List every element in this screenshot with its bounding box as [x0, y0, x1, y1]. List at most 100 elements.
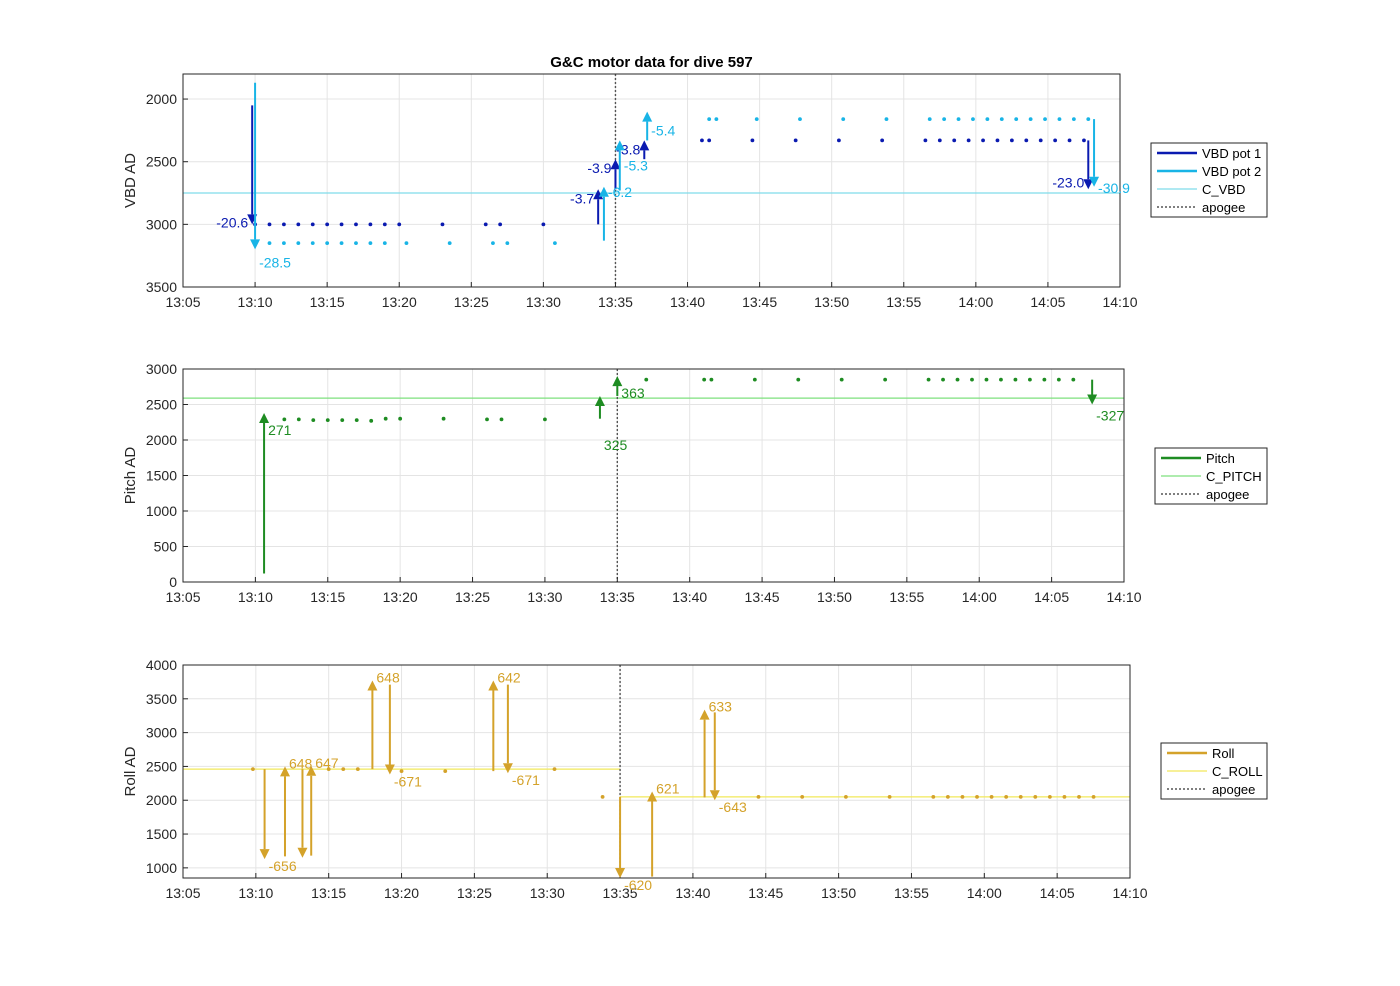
- data-point: [600, 794, 605, 799]
- y-tick-label: 3500: [146, 691, 177, 707]
- move-label: -6.2: [608, 184, 632, 200]
- data-point: [707, 117, 712, 122]
- y-tick-label: 1500: [146, 826, 177, 842]
- move-label: -5.3: [624, 157, 648, 173]
- data-point: [1053, 138, 1058, 143]
- move-arrow-head: [250, 239, 261, 250]
- move-label: 648: [289, 755, 313, 771]
- x-tick-label: 13:25: [454, 294, 489, 310]
- y-tick-label: 2500: [146, 154, 177, 170]
- data-point: [1047, 794, 1052, 799]
- data-point: [267, 222, 272, 227]
- data-point: [326, 767, 331, 772]
- move-arrow-head: [593, 189, 604, 200]
- data-point: [955, 377, 960, 382]
- data-point: [999, 117, 1004, 122]
- data-point: [927, 117, 932, 122]
- data-point: [491, 241, 495, 246]
- data-point: [966, 138, 971, 143]
- x-tick-label: 13:15: [310, 589, 345, 605]
- x-tick-label: 13:40: [675, 885, 710, 901]
- x-tick-label: 13:50: [821, 885, 856, 901]
- legend-entry: C_PITCH: [1206, 469, 1262, 484]
- axes-box: [182, 664, 1131, 879]
- data-point: [553, 241, 557, 246]
- data-point: [354, 222, 358, 227]
- data-point: [311, 418, 316, 423]
- data-point: [700, 138, 704, 143]
- data-point: [1018, 794, 1023, 799]
- data-point: [937, 138, 942, 143]
- move-label: -3.9: [587, 160, 611, 176]
- move-label: -3.7: [570, 190, 594, 206]
- data-point: [841, 117, 846, 122]
- move-label: -656: [269, 858, 297, 874]
- x-tick-label: 14:00: [962, 589, 997, 605]
- data-point: [1082, 138, 1086, 143]
- data-point: [1043, 117, 1047, 122]
- move-label: 363: [621, 385, 645, 401]
- move-label: 648: [376, 670, 400, 686]
- data-point: [325, 222, 330, 227]
- x-tick-label: 13:55: [894, 885, 929, 901]
- data-point: [485, 417, 489, 422]
- y-tick-label: 1000: [146, 503, 177, 519]
- move-arrow-head: [259, 413, 270, 424]
- data-point: [399, 769, 404, 774]
- x-tick-label: 13:30: [526, 294, 561, 310]
- move-arrow-head: [612, 376, 623, 387]
- move-arrow-head: [642, 111, 653, 122]
- legend-entry: Roll: [1212, 746, 1235, 761]
- y-tick-label: 4000: [146, 657, 177, 673]
- data-point: [887, 794, 892, 799]
- legend-box: [1150, 142, 1268, 218]
- data-point: [1086, 117, 1091, 122]
- move-arrow-head: [594, 395, 605, 406]
- move-label: -671: [512, 772, 540, 788]
- x-tick-label: 14:05: [1040, 885, 1075, 901]
- data-point: [1042, 377, 1047, 382]
- data-point: [644, 377, 649, 382]
- x-tick-label: 13:25: [457, 885, 492, 901]
- data-point: [251, 767, 255, 772]
- move-arrow-head: [610, 159, 621, 170]
- data-point: [282, 222, 286, 227]
- data-point: [796, 377, 801, 382]
- data-point: [325, 418, 330, 423]
- data-point: [341, 767, 346, 772]
- data-point: [541, 222, 546, 227]
- data-point: [552, 767, 557, 772]
- data-point: [999, 377, 1003, 382]
- x-tick-label: 13:45: [748, 885, 783, 901]
- data-point: [404, 241, 409, 246]
- data-point: [505, 241, 510, 246]
- data-point: [960, 794, 965, 799]
- move-arrow-head: [279, 766, 290, 777]
- data-point: [1056, 377, 1061, 382]
- data-point: [931, 794, 936, 799]
- x-tick-label: 13:05: [165, 589, 200, 605]
- data-point: [1071, 377, 1076, 382]
- y-tick-label: 2000: [146, 432, 177, 448]
- x-tick-label: 13:35: [600, 589, 635, 605]
- data-point: [1067, 138, 1072, 143]
- chart-title: G&C motor data for dive 597: [550, 54, 753, 71]
- data-point: [1071, 117, 1076, 122]
- x-tick-label: 13:40: [670, 294, 705, 310]
- data-point: [340, 418, 345, 423]
- series-vbd-pot-1: -20.6-3.7-3.9-3.8-23.0: [216, 105, 1094, 230]
- data-point: [702, 377, 707, 382]
- data-point: [945, 794, 950, 799]
- x-tick-label: 14:00: [958, 294, 993, 310]
- data-point: [975, 794, 979, 799]
- data-point: [1038, 138, 1043, 143]
- legend-entry: apogee: [1212, 782, 1255, 797]
- y-tick-label: 500: [154, 539, 178, 555]
- move-label: -5.4: [651, 123, 675, 139]
- legend-entry: VBD pot 2: [1202, 164, 1261, 179]
- move-arrow-head: [1087, 394, 1098, 405]
- legend-entry: apogee: [1206, 487, 1249, 502]
- data-point: [926, 377, 931, 382]
- x-tick-label: 13:05: [165, 294, 200, 310]
